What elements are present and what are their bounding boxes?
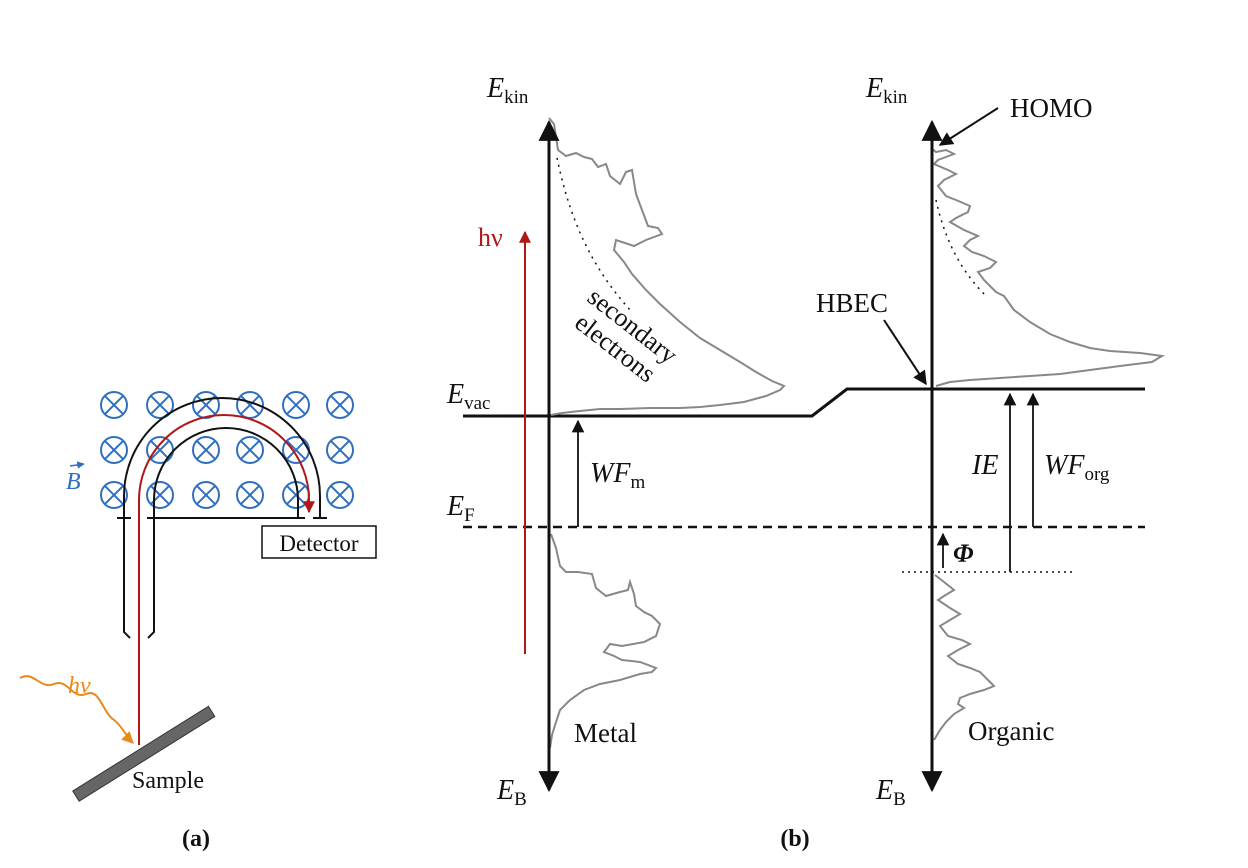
field-into-page-icon	[236, 481, 264, 509]
electron-trajectory	[138, 414, 315, 745]
field-into-page-icon	[146, 481, 174, 509]
wf-org-label: WForg	[1044, 450, 1110, 485]
metal-secondary-spectrum	[548, 117, 786, 416]
secondary-electrons-label: secondary electrons	[569, 282, 683, 388]
analyzer	[117, 397, 327, 639]
panel-b-label: (b)	[780, 826, 809, 852]
vector-arrow	[69, 461, 85, 469]
hbec-pointer	[883, 319, 927, 386]
organic-secondary-spectrum	[930, 147, 1165, 387]
sample-label: Sample	[132, 768, 204, 794]
organic-ekin-label: Ekin	[865, 73, 908, 108]
field-into-page-icon	[282, 391, 310, 419]
hbec-label: HBEC	[816, 288, 888, 318]
organic-material-label: Organic	[968, 716, 1054, 746]
field-into-page-icon	[100, 436, 128, 464]
panel-a-label: (a)	[182, 826, 210, 852]
field-into-page-icon	[282, 436, 310, 464]
wf-metal-label: WFm	[590, 458, 645, 493]
panel-b: Ekin EB hν secondary electrons Evac EF W…	[446, 73, 1165, 852]
metal-photon-label: hν	[478, 223, 503, 252]
field-into-page-icon	[100, 481, 128, 509]
evac-label: Evac	[446, 379, 490, 414]
homo-pointer	[938, 107, 999, 146]
field-into-page-icon	[146, 391, 174, 419]
field-into-page-icon	[326, 481, 354, 509]
vacuum-level	[463, 387, 1145, 418]
organic-valence-spectrum	[933, 574, 996, 741]
detector-box	[261, 525, 377, 559]
field-into-page-icon	[236, 436, 264, 464]
ef-label: EF	[446, 491, 475, 526]
field-into-page-icon	[192, 481, 220, 509]
photon-wave	[19, 675, 134, 744]
ie-label: IE	[971, 450, 998, 481]
field-into-page-icon	[146, 436, 174, 464]
detector-label: Detector	[279, 531, 359, 556]
homo-label: HOMO	[1010, 93, 1093, 123]
field-into-page-icon	[326, 436, 354, 464]
magnetic-field-symbols	[100, 391, 354, 509]
metal-eb-label: EB	[496, 775, 527, 810]
metal-material-label: Metal	[574, 718, 637, 748]
organic-eb-label: EB	[875, 775, 906, 810]
metal-valence-spectrum	[549, 533, 662, 749]
field-into-page-icon	[236, 391, 264, 419]
panel-a: Detector B hν Sample (a)	[19, 391, 377, 852]
metal-ekin-label: Ekin	[486, 73, 529, 108]
photon-label-a: hν	[68, 673, 91, 699]
sample	[72, 705, 216, 802]
phi-label: Φ	[953, 539, 974, 568]
field-into-page-icon	[192, 436, 220, 464]
field-into-page-icon	[100, 391, 128, 419]
magnetic-field-label: B	[66, 469, 81, 495]
field-into-page-icon	[192, 391, 220, 419]
field-into-page-icon	[326, 391, 354, 419]
